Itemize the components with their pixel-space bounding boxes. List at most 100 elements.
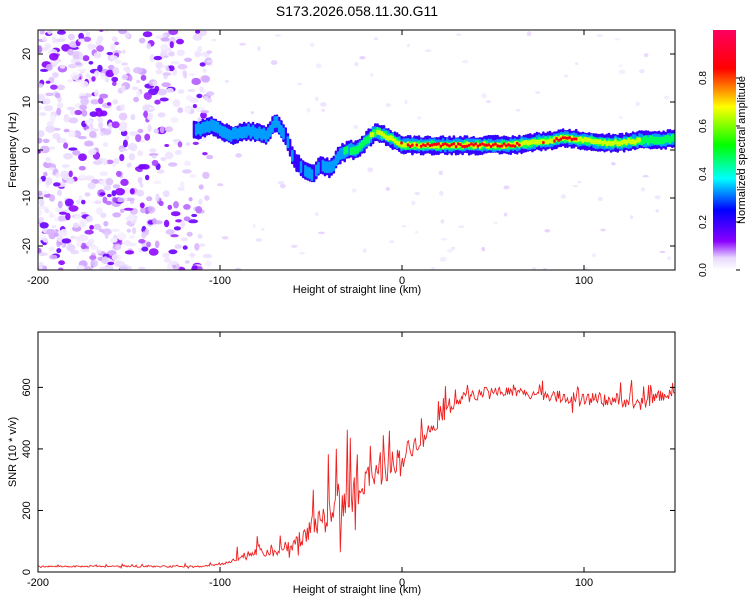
heatmap-noise-cell xyxy=(353,125,358,129)
heatmap-noise-cell xyxy=(164,144,170,147)
y-tick-label: 600 xyxy=(21,378,33,396)
heatmap-ridge-cell xyxy=(588,137,591,143)
heatmap-noise-cell xyxy=(180,220,186,228)
heatmap-noise-cell xyxy=(402,225,407,228)
heatmap-noise-cell xyxy=(367,167,374,173)
heatmap-ridge-cell xyxy=(489,144,493,149)
heatmap-ridge-cell xyxy=(616,141,619,147)
heatmap-ridge-cell xyxy=(437,142,440,146)
heatmap-noise-cell xyxy=(161,82,171,88)
heatmap-noise-cell xyxy=(235,153,242,158)
spectrogram-ylabel: Frequency (Hz) xyxy=(7,112,19,188)
heatmap-noise-cell xyxy=(667,256,672,261)
heatmap-noise-cell xyxy=(611,162,616,166)
heatmap-noise-cell xyxy=(485,100,492,103)
heatmap-ridge-cell xyxy=(347,143,351,156)
heatmap-noise-cell xyxy=(135,134,142,143)
heatmap-noise-cell xyxy=(53,182,61,187)
heatmap-noise-cell xyxy=(195,206,203,214)
heatmap-noise-cell xyxy=(111,254,122,261)
heatmap-noise-cell xyxy=(112,67,120,75)
heatmap-ridge-cell xyxy=(363,137,366,146)
x-tick-label: -200 xyxy=(27,577,49,589)
heatmap-noise-cell xyxy=(38,262,43,270)
heatmap-ridge-cell xyxy=(293,149,296,168)
heatmap-noise-cell xyxy=(85,73,90,78)
heatmap-noise-cell xyxy=(129,235,136,239)
heatmap-noise-cell xyxy=(206,91,215,96)
heatmap-noise-cell xyxy=(572,185,579,188)
heatmap-noise-cell xyxy=(66,177,75,184)
heatmap-noise-cell xyxy=(202,171,210,179)
snr-ylabel: SNR (10 * v/v) xyxy=(7,417,19,487)
heatmap-ridge-cell xyxy=(339,148,342,160)
heatmap-noise-cell xyxy=(39,30,45,35)
heatmap-noise-cell xyxy=(560,194,567,200)
heatmap-noise-cell xyxy=(54,217,59,222)
heatmap-noise-cell xyxy=(167,47,172,52)
heatmap-ridge-cell xyxy=(585,137,589,143)
heatmap-ridge-cell xyxy=(461,144,464,149)
heatmap-ridge-cell xyxy=(432,142,436,146)
heatmap-noise-cell xyxy=(85,128,93,132)
heatmap-ridge-cell xyxy=(485,143,488,147)
heatmap-ridge-cell xyxy=(308,167,312,180)
heatmap-noise-cell xyxy=(535,91,541,95)
heatmap-noise-cell xyxy=(191,77,201,86)
heatmap-ridge-cell xyxy=(275,115,279,128)
heatmap-noise-cell xyxy=(196,266,203,270)
heatmap-noise-cell xyxy=(458,225,465,228)
heatmap-noise-cell xyxy=(198,184,204,190)
heatmap-noise-cell xyxy=(63,152,73,160)
heatmap-noise-cell xyxy=(146,43,151,50)
x-tick-label: 100 xyxy=(575,577,593,589)
heatmap-noise-cell xyxy=(88,148,97,155)
heatmap-noise-cell xyxy=(93,52,102,59)
heatmap-ridge-cell xyxy=(546,139,550,145)
heatmap-noise-cell xyxy=(67,48,74,56)
heatmap-noise-cell xyxy=(139,202,145,209)
heatmap-noise-cell xyxy=(168,260,179,266)
heatmap-noise-cell xyxy=(127,266,132,270)
heatmap-noise-cell xyxy=(112,197,118,203)
heatmap-noise-cell xyxy=(168,249,178,255)
heatmap-noise-cell xyxy=(106,265,114,270)
heatmap-noise-cell xyxy=(106,159,114,165)
heatmap-noise-cell xyxy=(55,172,60,178)
heatmap-noise-cell xyxy=(183,160,192,167)
snr-panel: -200 -100 0 100 0 200 400 600 Height of straig… xyxy=(7,331,676,596)
y-tick-label: 0 xyxy=(21,147,33,153)
heatmap-noise-cell xyxy=(82,55,90,62)
heatmap-ridge-cell xyxy=(522,140,526,146)
heatmap-noise-cell xyxy=(68,170,73,178)
heatmap-noise-cell xyxy=(84,229,94,235)
heatmap-ridge-cell xyxy=(524,139,528,145)
heatmap-ridge-cell xyxy=(336,151,340,164)
heatmap-noise-cell xyxy=(118,112,128,121)
heatmap-ridge-cell xyxy=(491,143,495,147)
heatmap-ridge-cell xyxy=(393,138,397,144)
heatmap-ridge-cell xyxy=(601,140,604,147)
heatmap-noise-cell xyxy=(105,69,115,78)
heatmap-ridge-cell xyxy=(598,139,602,145)
heatmap-noise-cell xyxy=(116,170,122,177)
heatmap-noise-cell xyxy=(38,45,43,54)
figure-title: S173.2026.058.11.30.G11 xyxy=(276,3,438,19)
heatmap-noise-cell xyxy=(167,204,173,210)
heatmap-noise-cell xyxy=(96,249,102,254)
heatmap-ridge-cell xyxy=(671,133,674,142)
heatmap-ridge-cell xyxy=(566,136,569,140)
heatmap-noise-cell xyxy=(137,150,144,157)
heatmap-ridge-cell xyxy=(467,143,471,147)
heatmap-ridge-cell xyxy=(660,136,663,145)
heatmap-ridge-cell xyxy=(507,143,510,147)
heatmap-noise-cell xyxy=(119,208,125,214)
heatmap-noise-cell xyxy=(153,180,162,185)
heatmap-ridge-cell xyxy=(511,144,515,148)
heatmap-ridge-cell xyxy=(428,144,432,148)
heatmap-noise-cell xyxy=(192,33,203,41)
heatmap-ridge-cell xyxy=(622,139,626,145)
heatmap-noise-cell xyxy=(42,138,50,144)
heatmap-ridge-cell xyxy=(472,143,475,147)
heatmap-noise-cell xyxy=(206,154,214,160)
